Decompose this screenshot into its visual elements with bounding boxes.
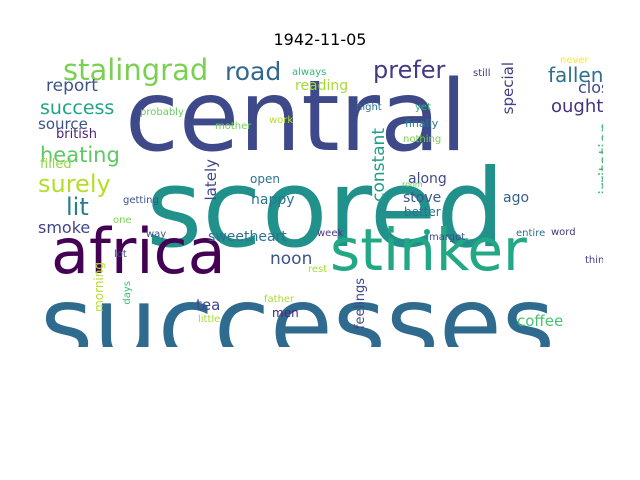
word-smoke: smoke — [38, 218, 91, 237]
word-work: work — [269, 115, 294, 126]
chart-title: 1942-11-05 — [273, 30, 367, 49]
word-close: close — [578, 78, 603, 97]
word-night: night — [356, 102, 382, 113]
word-way: way — [146, 229, 167, 240]
word-constant: constant — [369, 128, 389, 202]
word-irritation: irritation — [596, 122, 603, 195]
word-lit: lit — [66, 193, 89, 221]
word-stalingrad: stalingrad — [63, 56, 209, 87]
word-word: word — [551, 227, 576, 238]
word-noon: noon — [270, 249, 313, 269]
word-along: along — [408, 171, 447, 187]
word-never: never — [560, 56, 589, 66]
word-ago: ago — [503, 190, 530, 206]
word-mother: mother — [215, 121, 252, 132]
word-british: british — [56, 127, 97, 142]
word-room: room — [402, 180, 423, 189]
word-successes: successes — [40, 265, 555, 348]
word-days: days — [122, 281, 133, 305]
word-men: men — [272, 306, 299, 320]
word-margot: margot — [429, 232, 466, 243]
word-cloud: successes scored central africa stinker stali… — [38, 56, 603, 347]
word-tea: tea — [196, 296, 221, 314]
word-scored: scored — [146, 147, 505, 272]
word-fallen: fallen — [548, 63, 603, 87]
word-heating: heating — [40, 143, 120, 167]
word-finally: finally — [405, 117, 439, 130]
word-rest: rest — [308, 264, 328, 275]
word-entire: entire — [516, 228, 546, 239]
word-success: success — [40, 97, 115, 119]
word-yet: yet — [415, 102, 431, 113]
word-still: still — [473, 68, 491, 79]
word-open: open — [250, 172, 280, 186]
word-lot: lot — [114, 249, 127, 260]
word-probably: probably — [140, 107, 184, 118]
word-happy: happy — [251, 192, 295, 208]
word-getting: getting — [123, 195, 159, 206]
word-one: one — [113, 215, 132, 226]
word-stove: stove — [403, 190, 442, 206]
word-week: week — [317, 228, 344, 239]
word-ought: ought — [551, 96, 603, 117]
word-special: special — [499, 62, 517, 115]
word-lately: lately — [202, 159, 220, 201]
word-surely: surely — [38, 170, 111, 198]
word-little: little — [198, 314, 221, 325]
word-nothing: nothing — [403, 134, 442, 145]
word-central: central — [125, 60, 468, 174]
word-always: always — [292, 67, 327, 78]
word-reading: reading — [295, 78, 349, 94]
word-report: report — [46, 76, 98, 96]
word-coffee: coffee — [517, 312, 564, 330]
word-sweetheart: sweetheart — [208, 229, 287, 245]
word-morning: morning — [92, 262, 106, 312]
word-road: road — [225, 57, 282, 86]
word-father: father — [264, 294, 295, 305]
word-better: better — [404, 205, 441, 219]
dot-mark — [424, 229, 430, 235]
word-source: source — [38, 115, 88, 133]
word-africa: africa — [51, 215, 226, 288]
word-prefer: prefer — [373, 56, 446, 84]
word-feelings: feelings — [353, 278, 368, 330]
word-filled: filled — [40, 157, 72, 172]
